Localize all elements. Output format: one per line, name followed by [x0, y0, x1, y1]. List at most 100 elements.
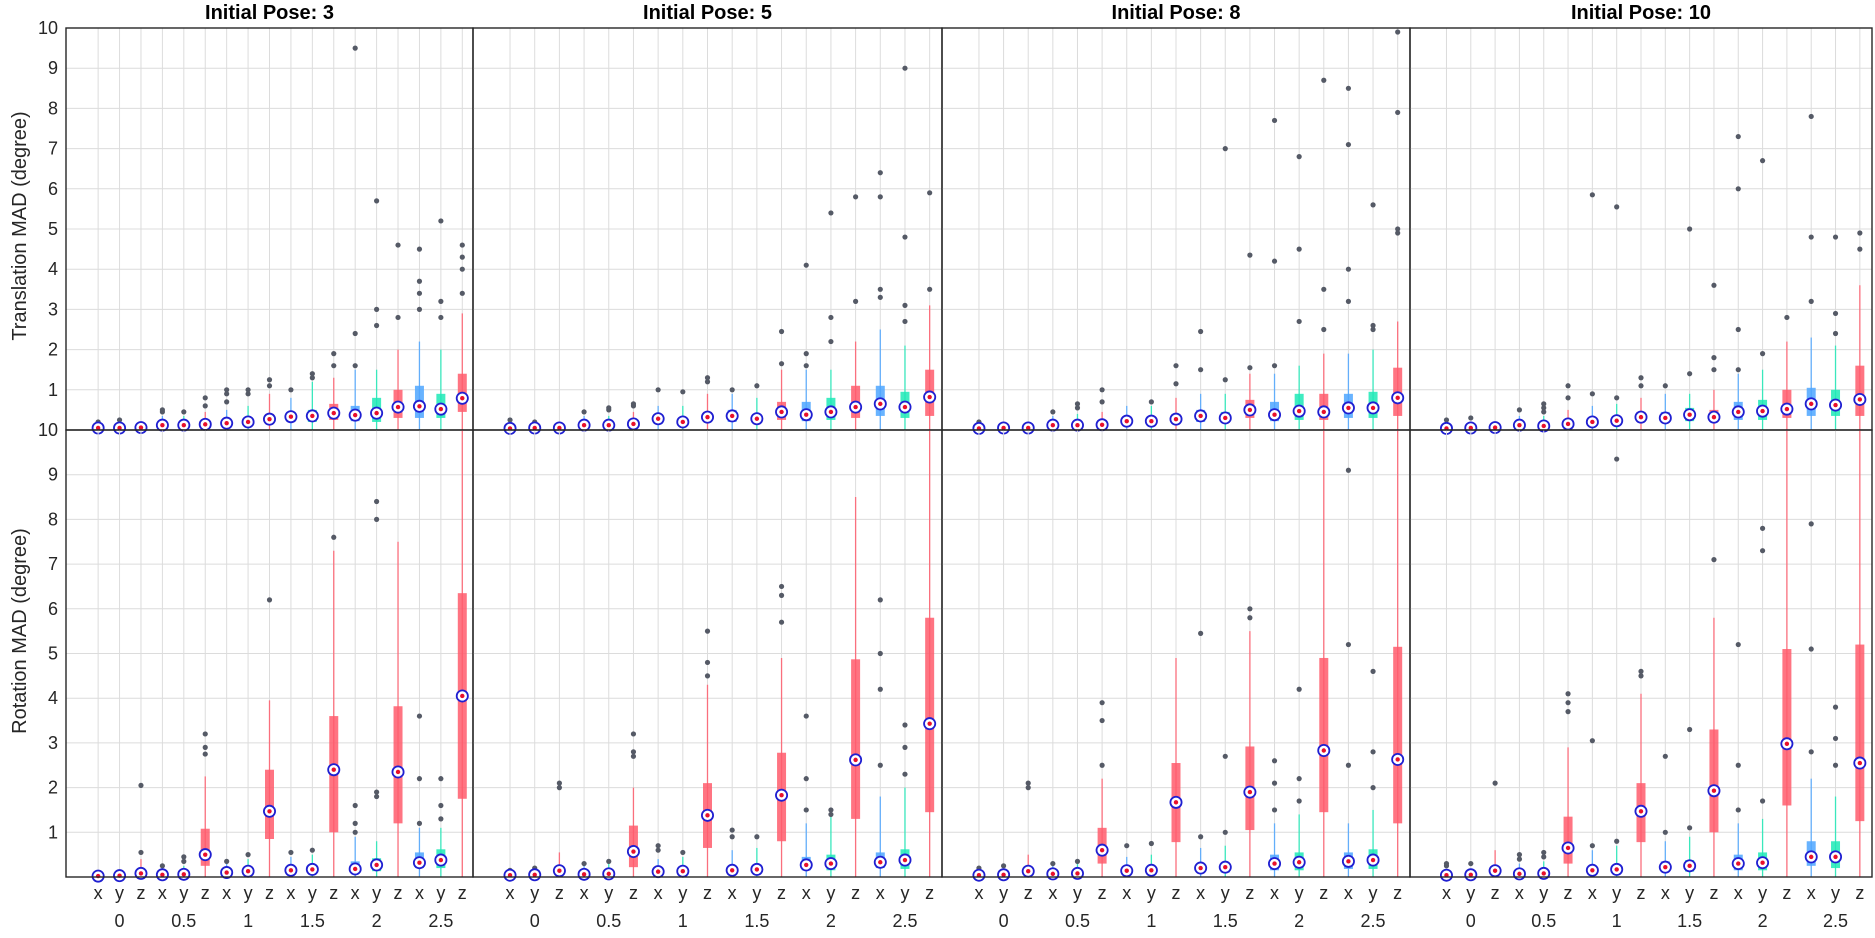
x-tick-component: x [1122, 883, 1131, 903]
x-tick-component: y [1831, 883, 1840, 903]
x-tick-component: z [458, 883, 467, 903]
outlier-point [556, 780, 562, 786]
median-marker [1395, 395, 1400, 401]
x-tick-component: z [1782, 883, 1791, 903]
median-marker [1833, 854, 1838, 860]
outlier-point [902, 744, 908, 750]
x-tick-component: y [900, 883, 909, 903]
outlier-point [1099, 717, 1105, 724]
outlier-point [1271, 780, 1278, 786]
y-tick-label: 9 [48, 58, 58, 78]
median-marker [1736, 861, 1741, 866]
median-marker [606, 422, 611, 428]
median-marker [631, 421, 636, 427]
x-tick-component: x [1807, 883, 1816, 903]
outlier-point [1832, 310, 1839, 317]
outlier-point [1614, 204, 1620, 210]
outlier-point [1516, 407, 1523, 413]
median-marker [331, 767, 336, 772]
outlier-point [1099, 387, 1105, 393]
median-marker [1468, 872, 1473, 877]
x-tick-component: x [1515, 883, 1524, 903]
box [925, 617, 935, 813]
outlier-point [1565, 691, 1571, 697]
outlier-point [1711, 367, 1717, 373]
median-marker [1663, 864, 1668, 870]
outlier-point [1832, 735, 1839, 742]
outlier-point [1247, 365, 1253, 371]
x-tick-component: x [1344, 883, 1353, 903]
outlier-point [877, 686, 883, 692]
outlier-point [1638, 673, 1644, 679]
outlier-point [438, 314, 444, 321]
outlier-point [754, 834, 760, 840]
outlier-point [416, 278, 423, 284]
x-tick-component: z [629, 883, 638, 903]
outlier-point [828, 811, 834, 818]
median-marker [804, 862, 809, 868]
median-marker [1833, 402, 1838, 408]
outlier-point [803, 363, 809, 369]
panel-title: Initial Pose: 3 [205, 2, 334, 24]
box [1855, 644, 1865, 822]
outlier-point [1808, 521, 1814, 527]
outlier-point [1370, 668, 1376, 674]
row-label-translation: Translation MAD (degree) [9, 111, 31, 340]
outlier-point [1687, 226, 1693, 232]
outlier-point [877, 597, 883, 603]
median-marker [288, 414, 294, 419]
outlier-point [1735, 641, 1741, 648]
outlier-point [352, 45, 358, 51]
x-tick-component: y [752, 883, 761, 903]
outlier-point [704, 375, 711, 381]
outlier-point [374, 516, 380, 523]
x-tick-group: 2 [372, 911, 382, 931]
outlier-point [202, 403, 208, 409]
outlier-point [1025, 785, 1031, 791]
median-marker [655, 416, 661, 421]
outlier-point [1832, 762, 1839, 768]
outlier-point [1222, 753, 1228, 759]
median-marker [557, 425, 562, 431]
x-tick-group: 1.5 [1677, 911, 1702, 931]
outlier-point [374, 322, 380, 329]
outlier-point [1247, 606, 1253, 612]
median-marker [779, 792, 784, 798]
outlier-point [778, 583, 785, 590]
x-tick-component: z [329, 883, 338, 903]
outlier-point [138, 782, 144, 788]
outlier-point [309, 847, 315, 853]
x-tick-component: z [1564, 883, 1573, 903]
x-tick-group: 0.5 [596, 911, 621, 931]
median-marker [352, 866, 358, 872]
median-marker [267, 416, 272, 422]
x-tick-component: x [802, 883, 811, 903]
x-tick-component: z [777, 883, 786, 903]
outlier-point [1565, 383, 1571, 389]
outlier-point [116, 417, 123, 423]
outlier-point [1345, 85, 1352, 91]
median-marker [1711, 788, 1717, 793]
outlier-point [331, 534, 337, 540]
box [200, 828, 210, 866]
outlier-point [606, 405, 612, 411]
median-marker [828, 409, 834, 415]
subplot-translation [941, 27, 1411, 435]
y-tick-label: 8 [48, 98, 58, 118]
x-tick-component: x [351, 883, 360, 903]
outlier-point [1148, 840, 1154, 847]
y-tick-label: 5 [48, 644, 58, 664]
box [265, 769, 274, 840]
outlier-point [902, 771, 908, 777]
outlier-point [1735, 367, 1741, 373]
outlier-point [630, 749, 637, 755]
x-tick-group: 0 [999, 911, 1009, 931]
x-tick-component: z [703, 883, 712, 903]
median-marker [828, 861, 834, 866]
outlier-point [1050, 860, 1056, 867]
outlier-point [1662, 383, 1668, 389]
outlier-point [754, 383, 760, 389]
x-tick-group: 0 [115, 911, 125, 931]
median-marker [1517, 422, 1522, 428]
outlier-point [1370, 785, 1376, 791]
